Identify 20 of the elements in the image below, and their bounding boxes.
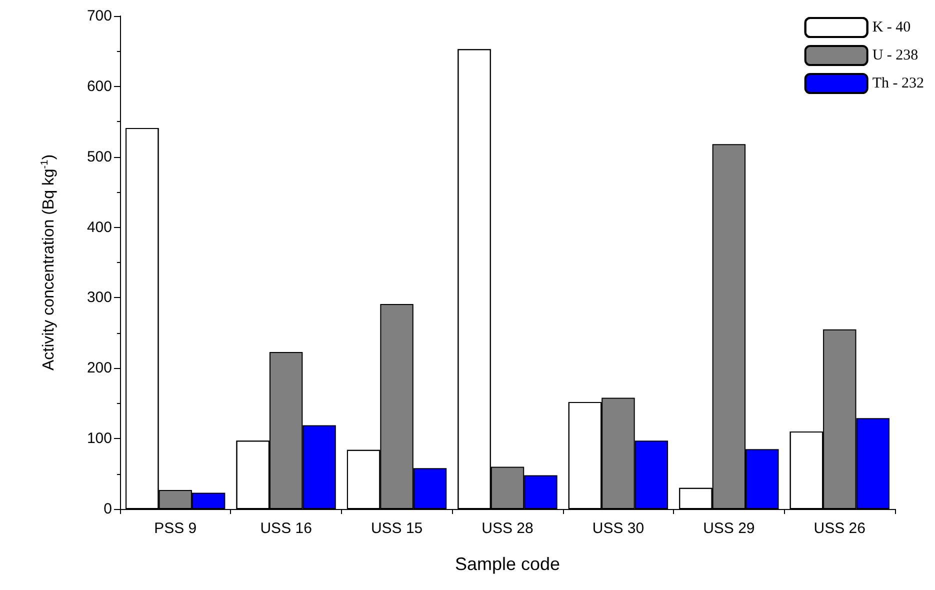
y-axis-title: Activity concentration (Bq kg-1) <box>40 154 58 371</box>
y-tick-label: 0 <box>104 500 112 518</box>
x-tick-label: USS 30 <box>592 520 644 537</box>
x-tick-label: USS 15 <box>370 520 423 537</box>
y-tick-label: 200 <box>86 360 112 377</box>
x-tick-label: USS 26 <box>814 520 866 537</box>
x-axis-title: Sample code <box>454 554 560 574</box>
y-tick-label: 500 <box>86 148 112 166</box>
x-tick-label: USS 28 <box>482 520 534 537</box>
y-tick-label: 700 <box>86 8 112 24</box>
y-tick-label: 400 <box>86 218 112 236</box>
legend-label: Th - 232 <box>872 76 924 92</box>
x-tick-label: PSS 9 <box>154 520 197 537</box>
y-tick-label: 300 <box>86 289 112 306</box>
x-tick-label: USS 16 <box>260 520 312 537</box>
legend-label: U - 238 <box>872 48 918 64</box>
x-tick-label: USS 29 <box>703 520 755 537</box>
y-tick-label: 600 <box>86 78 112 95</box>
y-tick-label: 100 <box>86 430 112 448</box>
legend-label: K - 40 <box>872 20 911 36</box>
